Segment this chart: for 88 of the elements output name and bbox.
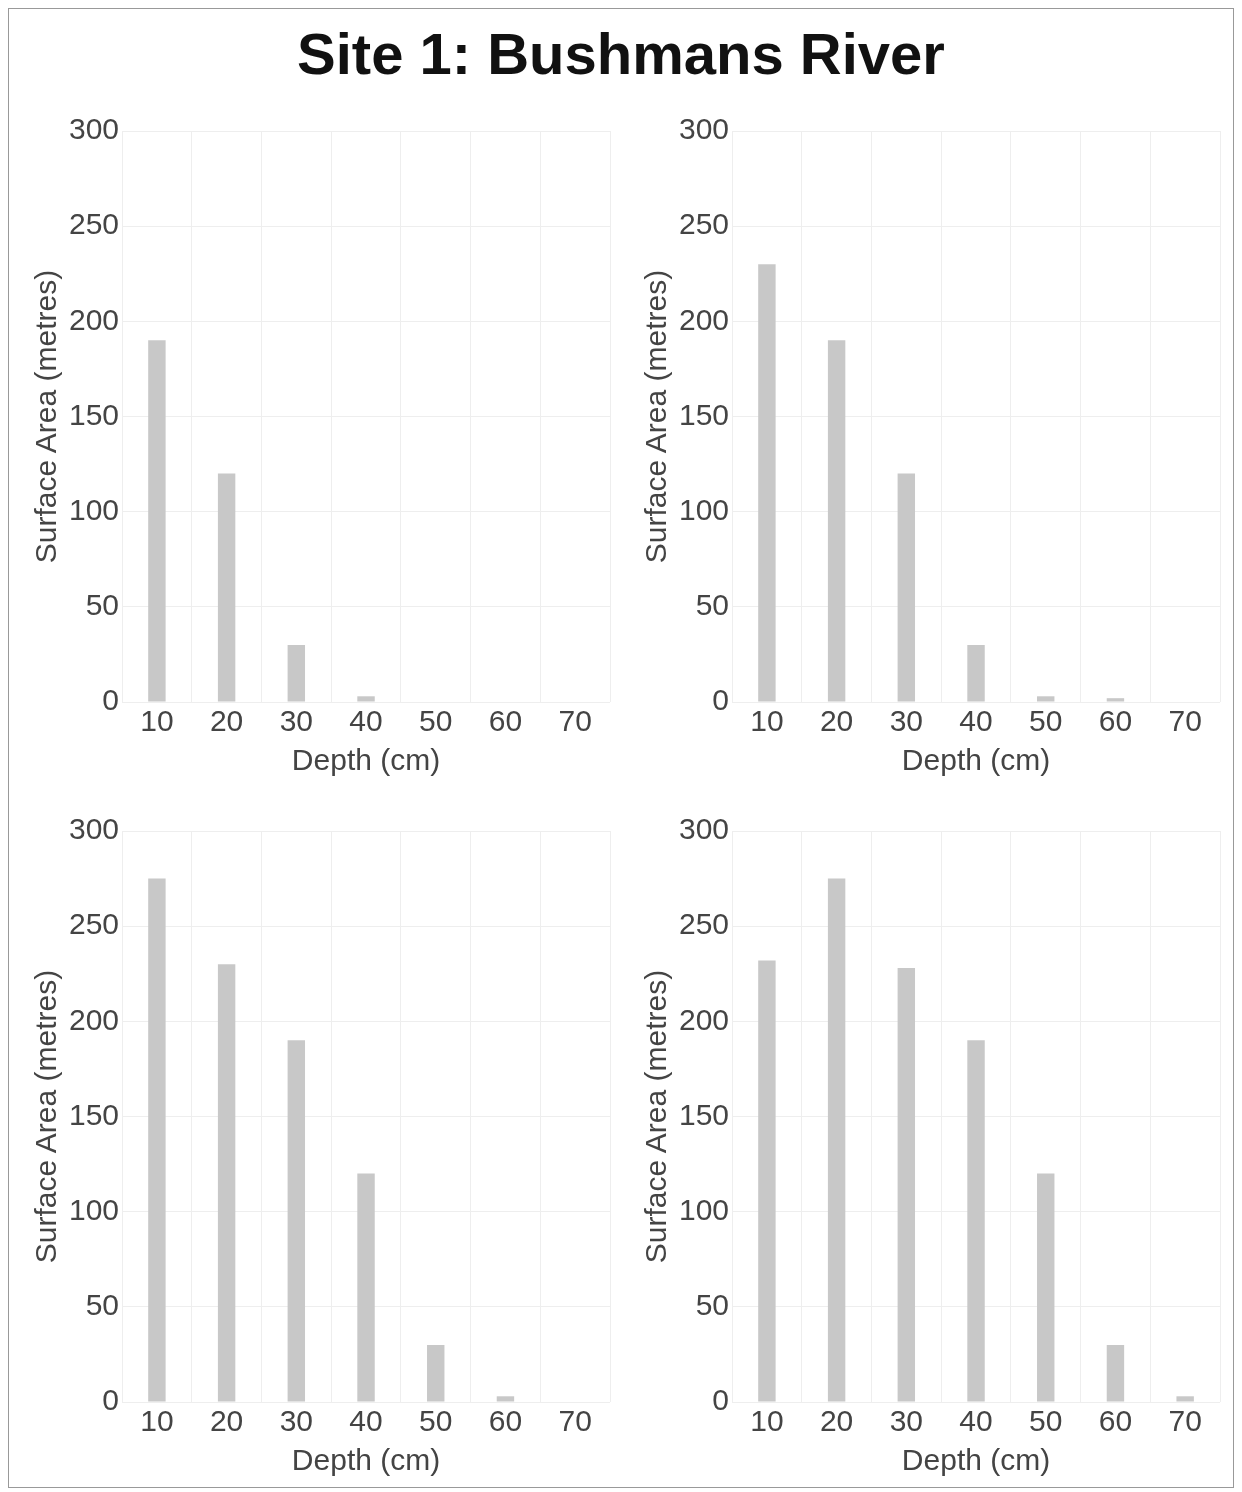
bar: [897, 473, 916, 702]
bar: [897, 968, 916, 1402]
x-tick-label: 30: [889, 1404, 924, 1438]
y-tick-label: 300: [68, 112, 120, 146]
y-tick-label: 150: [68, 397, 120, 431]
x-tick-label: 20: [209, 704, 244, 738]
bar: [1106, 1344, 1125, 1402]
x-tick-label: 40: [959, 704, 993, 738]
x-tick-label: 60: [488, 704, 523, 738]
y-tick-label: 300: [678, 812, 730, 846]
y-tick-label: 50: [85, 1288, 120, 1322]
x-tick-label: 40: [349, 1404, 383, 1438]
y-tick-label: 250: [678, 207, 730, 241]
bar: [827, 340, 846, 702]
x-tick-label: 70: [558, 1404, 592, 1438]
y-tick-label: 100: [68, 492, 120, 526]
y-tick-label: 0: [712, 1383, 730, 1417]
y-tick-label: 0: [712, 683, 730, 717]
x-tick-label: 70: [1168, 704, 1202, 738]
bar: [357, 696, 375, 702]
x-tick-label: 20: [819, 704, 854, 738]
y-tick-label: 150: [68, 1097, 120, 1131]
y-tick-label: 0: [102, 683, 120, 717]
y-tick-label: 150: [678, 397, 730, 431]
y-tick-label: 250: [68, 207, 120, 241]
y-tick-label: 50: [85, 588, 120, 622]
bar: [1106, 698, 1125, 702]
y-tick-label: 100: [68, 1192, 120, 1226]
y-tick-label: 150: [678, 1097, 730, 1131]
x-tick-label: 10: [140, 1404, 174, 1438]
x-tick-label: 20: [819, 1404, 854, 1438]
x-tick-label: 30: [889, 704, 924, 738]
y-tick-label: 100: [678, 1192, 730, 1226]
y-tick-label: 200: [678, 1002, 730, 1036]
x-axis-title: Depth (cm): [901, 1443, 1051, 1477]
y-tick-label: 200: [678, 302, 730, 336]
bar: [1176, 1396, 1194, 1402]
y-tick-label: 250: [678, 907, 730, 941]
y-tick-label: 200: [68, 302, 120, 336]
x-tick-label: 60: [1098, 704, 1133, 738]
x-tick-label: 50: [1029, 1404, 1063, 1438]
x-tick-label: 40: [349, 704, 383, 738]
x-axis-title: Depth (cm): [901, 743, 1051, 777]
x-tick-label: 30: [279, 1404, 314, 1438]
x-tick-label: 10: [140, 704, 174, 738]
bar: [496, 1396, 515, 1402]
y-axis-title: Surface Area (metres): [639, 969, 673, 1264]
x-tick-label: 30: [279, 704, 314, 738]
chart-title: Site 1: Bushmans River: [296, 20, 946, 87]
bar: [287, 1040, 306, 1402]
y-tick-label: 200: [68, 1002, 120, 1036]
x-axis-title: Depth (cm): [291, 743, 441, 777]
bar: [217, 473, 236, 702]
x-tick-label: 40: [959, 1404, 993, 1438]
y-axis-title: Surface Area (metres): [29, 969, 63, 1264]
x-tick-label: 10: [750, 1404, 784, 1438]
bar: [1037, 1173, 1055, 1402]
y-tick-label: 100: [678, 492, 730, 526]
bar: [357, 1173, 375, 1402]
bar: [827, 878, 846, 1402]
bar: [148, 878, 166, 1402]
y-tick-label: 50: [695, 1288, 730, 1322]
bar: [758, 264, 776, 702]
bar: [967, 644, 985, 702]
bar: [217, 964, 236, 1402]
bar: [427, 1344, 445, 1402]
bar: [287, 644, 306, 702]
x-tick-label: 50: [1029, 704, 1063, 738]
bar: [967, 1040, 985, 1402]
x-tick-label: 70: [1168, 1404, 1202, 1438]
x-tick-label: 60: [488, 1404, 523, 1438]
y-axis-title: Surface Area (metres): [639, 269, 673, 564]
bar: [758, 960, 776, 1402]
y-tick-label: 300: [68, 812, 120, 846]
y-tick-label: 50: [695, 588, 730, 622]
x-tick-label: 10: [750, 704, 784, 738]
bar: [1037, 696, 1055, 702]
x-tick-label: 60: [1098, 1404, 1133, 1438]
y-tick-label: 250: [68, 907, 120, 941]
x-tick-label: 70: [558, 704, 592, 738]
y-axis-title: Surface Area (metres): [29, 269, 63, 564]
x-tick-label: 50: [419, 704, 453, 738]
y-tick-label: 300: [678, 112, 730, 146]
x-tick-label: 20: [209, 1404, 244, 1438]
y-tick-label: 0: [102, 1383, 120, 1417]
bar: [148, 340, 166, 702]
x-tick-label: 50: [419, 1404, 453, 1438]
x-axis-title: Depth (cm): [291, 1443, 441, 1477]
